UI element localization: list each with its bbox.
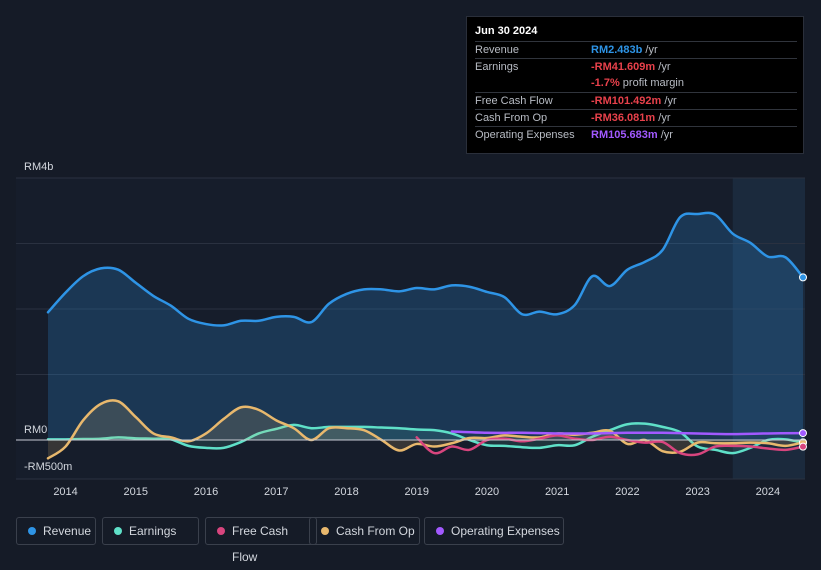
series-endpoint-revenue bbox=[799, 273, 807, 282]
tooltip-value: -RM101.492m /yr bbox=[591, 95, 677, 107]
tooltip-row-profit-margin: -1.7% profit margin bbox=[475, 75, 797, 92]
tooltip-row-free-cash-flow: Free Cash Flow -RM101.492m /yr bbox=[475, 92, 797, 110]
series-endpoint-operating-expenses bbox=[799, 429, 807, 438]
tooltip-value: RM105.683m /yr bbox=[591, 129, 673, 141]
legend-dot-icon bbox=[321, 527, 329, 535]
x-tick-label: 2017 bbox=[264, 486, 288, 498]
tooltip-value: -1.7% profit margin bbox=[591, 77, 684, 89]
tooltip-label: Cash From Op bbox=[475, 112, 548, 124]
legend-dot-icon bbox=[217, 527, 225, 535]
legend-item-revenue[interactable]: Revenue bbox=[16, 517, 96, 545]
x-tick-label: 2024 bbox=[756, 486, 780, 498]
y-tick-label: -RM500m bbox=[24, 461, 72, 473]
x-tick-label: 2018 bbox=[334, 486, 358, 498]
tooltip-label: Earnings bbox=[475, 61, 519, 73]
x-tick-label: 2022 bbox=[615, 486, 639, 498]
legend-dot-icon bbox=[28, 527, 36, 535]
x-tick-label: 2015 bbox=[124, 486, 148, 498]
x-tick-label: 2020 bbox=[475, 486, 499, 498]
tooltip-date: Jun 30 2024 bbox=[475, 25, 538, 37]
series-endpoint-free-cash-flow bbox=[799, 442, 807, 451]
x-tick-label: 2019 bbox=[404, 486, 428, 498]
highlight-region bbox=[732, 178, 805, 479]
legend-label: Operating Expenses bbox=[451, 524, 560, 538]
series-area-revenue bbox=[48, 212, 803, 440]
series-line-operating-expenses bbox=[450, 430, 805, 436]
tooltip-value: -RM41.609m /yr bbox=[591, 61, 671, 73]
series-line-free-cash-flow bbox=[415, 434, 805, 457]
tooltip-value: -RM36.081m /yr bbox=[591, 112, 671, 124]
legend-label: Earnings bbox=[129, 524, 177, 538]
x-tick-label: 2021 bbox=[545, 486, 569, 498]
series-area-cash-from-op bbox=[48, 400, 803, 459]
tooltip-row-operating-expenses: Operating Expenses RM105.683m /yr bbox=[475, 126, 797, 144]
legend-item-earnings[interactable]: Earnings bbox=[102, 517, 199, 545]
series-line-revenue bbox=[46, 211, 805, 327]
tooltip-row-earnings: Earnings -RM41.609m /yr bbox=[475, 58, 797, 76]
tooltip-value: RM2.483b /yr bbox=[591, 44, 658, 56]
tooltip-row-revenue: Revenue RM2.483b /yr bbox=[475, 41, 797, 59]
y-tick-label: RM4b bbox=[24, 161, 53, 173]
tooltip-panel: Jun 30 2024 Revenue RM2.483b /yr Earning… bbox=[466, 16, 804, 154]
legend-label: Free Cash Flow bbox=[232, 524, 289, 564]
tooltip-label: Revenue bbox=[475, 44, 520, 56]
x-tick-label: 2016 bbox=[194, 486, 218, 498]
financial-chart: RM4b RM0 -RM500m 2014 2015 2016 2017 2018 2019 20… bbox=[16, 161, 807, 498]
tooltip-row-cash-from-op: Cash From Op -RM36.081m /yr bbox=[475, 109, 797, 127]
tooltip-label: Operating Expenses bbox=[475, 129, 575, 141]
x-tick-label: 2023 bbox=[685, 486, 709, 498]
series-area-earnings bbox=[48, 423, 803, 454]
x-tick-label: 2014 bbox=[53, 486, 77, 498]
legend-item-cash-from-op[interactable]: Cash From Op bbox=[309, 517, 420, 545]
legend-dot-icon bbox=[114, 527, 122, 535]
legend-dot-icon bbox=[436, 527, 444, 535]
legend-item-operating-expenses[interactable]: Operating Expenses bbox=[424, 517, 564, 545]
tooltip-label: Free Cash Flow bbox=[475, 95, 553, 107]
legend-label: Revenue bbox=[43, 524, 92, 538]
legend-item-free-cash-flow[interactable]: Free Cash Flow bbox=[205, 517, 317, 564]
y-tick-label: RM0 bbox=[24, 424, 47, 436]
legend-label: Cash From Op bbox=[336, 524, 415, 538]
